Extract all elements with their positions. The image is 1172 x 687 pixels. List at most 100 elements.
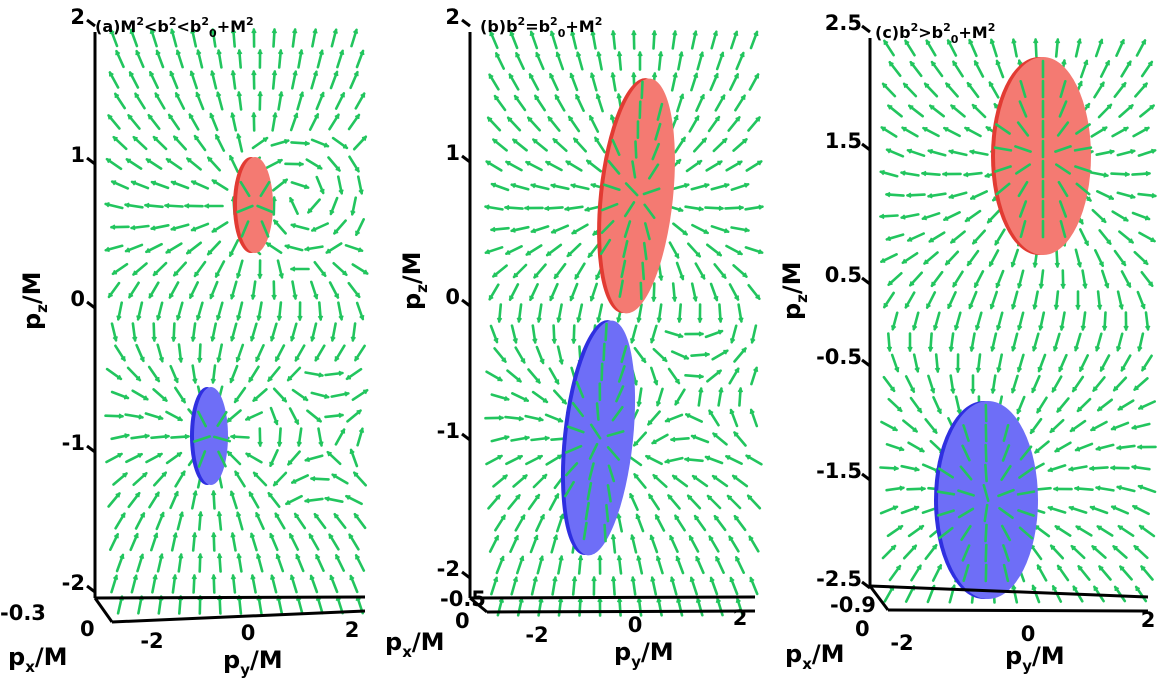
- field-arrow: [217, 49, 223, 69]
- field-arrow-head: [1103, 172, 1109, 178]
- field-arrow-head: [197, 510, 204, 517]
- field-arrow: [633, 473, 647, 489]
- field-arrow-head: [1093, 585, 1099, 591]
- field-arrow: [505, 454, 523, 466]
- field-arrow: [270, 322, 278, 342]
- field-arrow-head: [190, 28, 196, 34]
- field-arrow: [1094, 249, 1104, 268]
- field-arrow-head: [307, 208, 313, 214]
- field-arrow-head: [152, 270, 158, 276]
- field-arrow-head: [255, 553, 262, 559]
- field-arrow-head: [108, 292, 114, 299]
- z-axis-label: pz/M: [18, 271, 51, 330]
- field-arrow: [630, 324, 638, 344]
- field-arrow-head: [269, 532, 275, 539]
- field-arrow: [1131, 211, 1151, 221]
- field-arrow-head: [568, 115, 574, 122]
- axis-label-main: p: [8, 643, 25, 671]
- field-arrow: [505, 245, 523, 255]
- field-arrow-head: [130, 224, 136, 231]
- field-arrow-head: [515, 494, 521, 500]
- field-arrow: [690, 183, 710, 191]
- field-arrow-head: [652, 474, 658, 480]
- field-arrow-head: [744, 227, 750, 233]
- field-arrow-head: [530, 228, 536, 234]
- field-arrow: [1068, 465, 1088, 471]
- field-arrow: [932, 395, 942, 415]
- field-arrow: [1113, 82, 1127, 98]
- field-arrow-head: [911, 325, 918, 331]
- axis-label-tail: /M: [35, 643, 68, 671]
- field-arrow: [191, 532, 197, 552]
- panel-a: 210-1-2-2 0 2-0.30pz/Mpy/Mpx/M(a)M2<b2<b20…: [0, 5, 369, 679]
- field-arrow: [1116, 444, 1136, 450]
- field-arrow-head: [1092, 386, 1098, 392]
- field-arrow-head: [616, 93, 622, 99]
- field-arrow: [672, 222, 688, 236]
- field-arrow-head: [127, 114, 133, 120]
- z-axis-label: pz/M: [398, 251, 431, 310]
- field-arrow-head: [678, 51, 684, 57]
- field-arrow: [507, 494, 521, 510]
- field-arrow-head: [649, 338, 656, 344]
- field-arrow-head: [139, 356, 145, 363]
- field-arrow: [948, 191, 968, 199]
- field-arrow-head: [173, 377, 179, 384]
- field-arrow: [697, 387, 703, 407]
- field-arrow: [214, 134, 226, 152]
- field-arrow-head: [251, 111, 257, 118]
- field-arrow: [532, 473, 548, 489]
- field-arrow: [1031, 374, 1041, 394]
- z-tick-mark: [86, 156, 96, 166]
- field-arrow-head: [1038, 283, 1045, 289]
- field-arrow-head: [497, 376, 503, 382]
- field-arrow: [178, 595, 182, 615]
- field-arrow-head: [265, 242, 271, 248]
- field-arrow: [125, 158, 143, 170]
- field-arrow-head: [969, 149, 975, 155]
- field-arrow-head: [887, 104, 893, 110]
- field-arrow: [510, 225, 530, 233]
- surface-arrow: [623, 220, 632, 238]
- field-arrow-head: [683, 354, 690, 360]
- field-arrow-head: [319, 188, 325, 195]
- field-arrow: [271, 178, 289, 192]
- field-arrow: [1096, 290, 1102, 310]
- field-arrow-head: [694, 115, 700, 121]
- field-arrow-head: [928, 237, 934, 243]
- field-arrow: [973, 270, 985, 288]
- field-arrow-head: [636, 401, 642, 407]
- field-arrow-head: [165, 248, 171, 254]
- field-arrow: [569, 282, 579, 302]
- y-axis-label: py/M: [223, 646, 283, 679]
- field-arrow: [950, 230, 966, 244]
- field-arrow-head: [573, 137, 579, 143]
- field-arrow: [964, 126, 982, 138]
- field-arrow-head: [295, 553, 301, 560]
- z-tick-label: -2: [437, 557, 460, 581]
- axis-label-tail: /M: [398, 251, 426, 284]
- field-arrow-head: [1116, 485, 1122, 491]
- field-arrow-head: [1054, 447, 1060, 453]
- field-arrow: [705, 243, 723, 257]
- field-arrow: [293, 512, 307, 530]
- field-arrow: [287, 450, 301, 466]
- z-tick-label: 0: [70, 287, 85, 311]
- field-arrow: [514, 514, 526, 532]
- field-arrow: [490, 393, 510, 401]
- field-arrow: [189, 281, 199, 299]
- field-arrow: [1138, 524, 1156, 538]
- field-arrow-head: [1047, 505, 1053, 512]
- field-arrow: [675, 261, 685, 281]
- field-arrow-head: [738, 317, 744, 323]
- field-arrow-head: [163, 202, 170, 209]
- field-arrow: [130, 574, 138, 594]
- field-arrow-head: [609, 114, 616, 120]
- field-arrow: [724, 206, 744, 210]
- field-arrow: [210, 70, 218, 90]
- field-arrow-head: [690, 434, 697, 440]
- field-arrow: [512, 138, 528, 152]
- field-arrow: [733, 431, 747, 447]
- field-arrow-head: [566, 251, 572, 257]
- field-arrow: [612, 576, 616, 596]
